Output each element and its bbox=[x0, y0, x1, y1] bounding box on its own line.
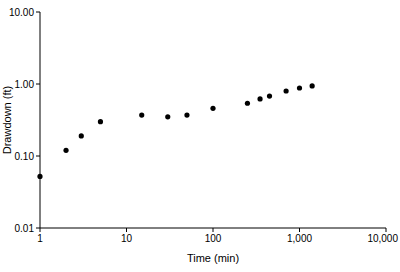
point bbox=[245, 101, 250, 106]
y-tick-label: 10.00 bbox=[9, 7, 34, 18]
y-tick bbox=[36, 228, 40, 229]
point bbox=[210, 106, 215, 111]
x-tick bbox=[386, 228, 387, 232]
y-tick-label: 0.10 bbox=[15, 151, 35, 162]
x-tick-label: 100 bbox=[205, 233, 222, 244]
point bbox=[257, 96, 262, 101]
point bbox=[79, 133, 84, 138]
points bbox=[37, 83, 314, 179]
x-tick bbox=[299, 228, 300, 232]
y-axis-label: Drawdown (ft) bbox=[1, 86, 13, 154]
y-tick bbox=[36, 156, 40, 157]
point bbox=[297, 85, 302, 90]
x-tick-label: 10 bbox=[121, 233, 133, 244]
point bbox=[165, 114, 170, 119]
point bbox=[267, 93, 272, 98]
y-tick bbox=[36, 84, 40, 85]
x-tick bbox=[126, 228, 127, 232]
point bbox=[98, 119, 103, 124]
point bbox=[310, 83, 315, 88]
chart: 0.01 0.10 1.00 10.00 1 10 100 1,000 10,000 Time (… bbox=[0, 0, 400, 272]
y-tick-label: 0.01 bbox=[15, 223, 35, 234]
point bbox=[184, 112, 189, 117]
y-tick bbox=[36, 12, 40, 13]
x-tick-label: 1 bbox=[37, 233, 43, 244]
point bbox=[284, 88, 289, 93]
point bbox=[37, 174, 42, 179]
y-tick-label: 1.00 bbox=[15, 79, 35, 90]
y-axis-line bbox=[40, 12, 41, 228]
x-tick-label: 10,000 bbox=[367, 233, 398, 244]
x-tick bbox=[40, 228, 41, 232]
point bbox=[63, 148, 68, 153]
x-tick-label: 1,000 bbox=[287, 233, 312, 244]
x-axis-label: Time (min) bbox=[187, 252, 239, 264]
point bbox=[139, 112, 144, 117]
x-tick bbox=[213, 228, 214, 232]
